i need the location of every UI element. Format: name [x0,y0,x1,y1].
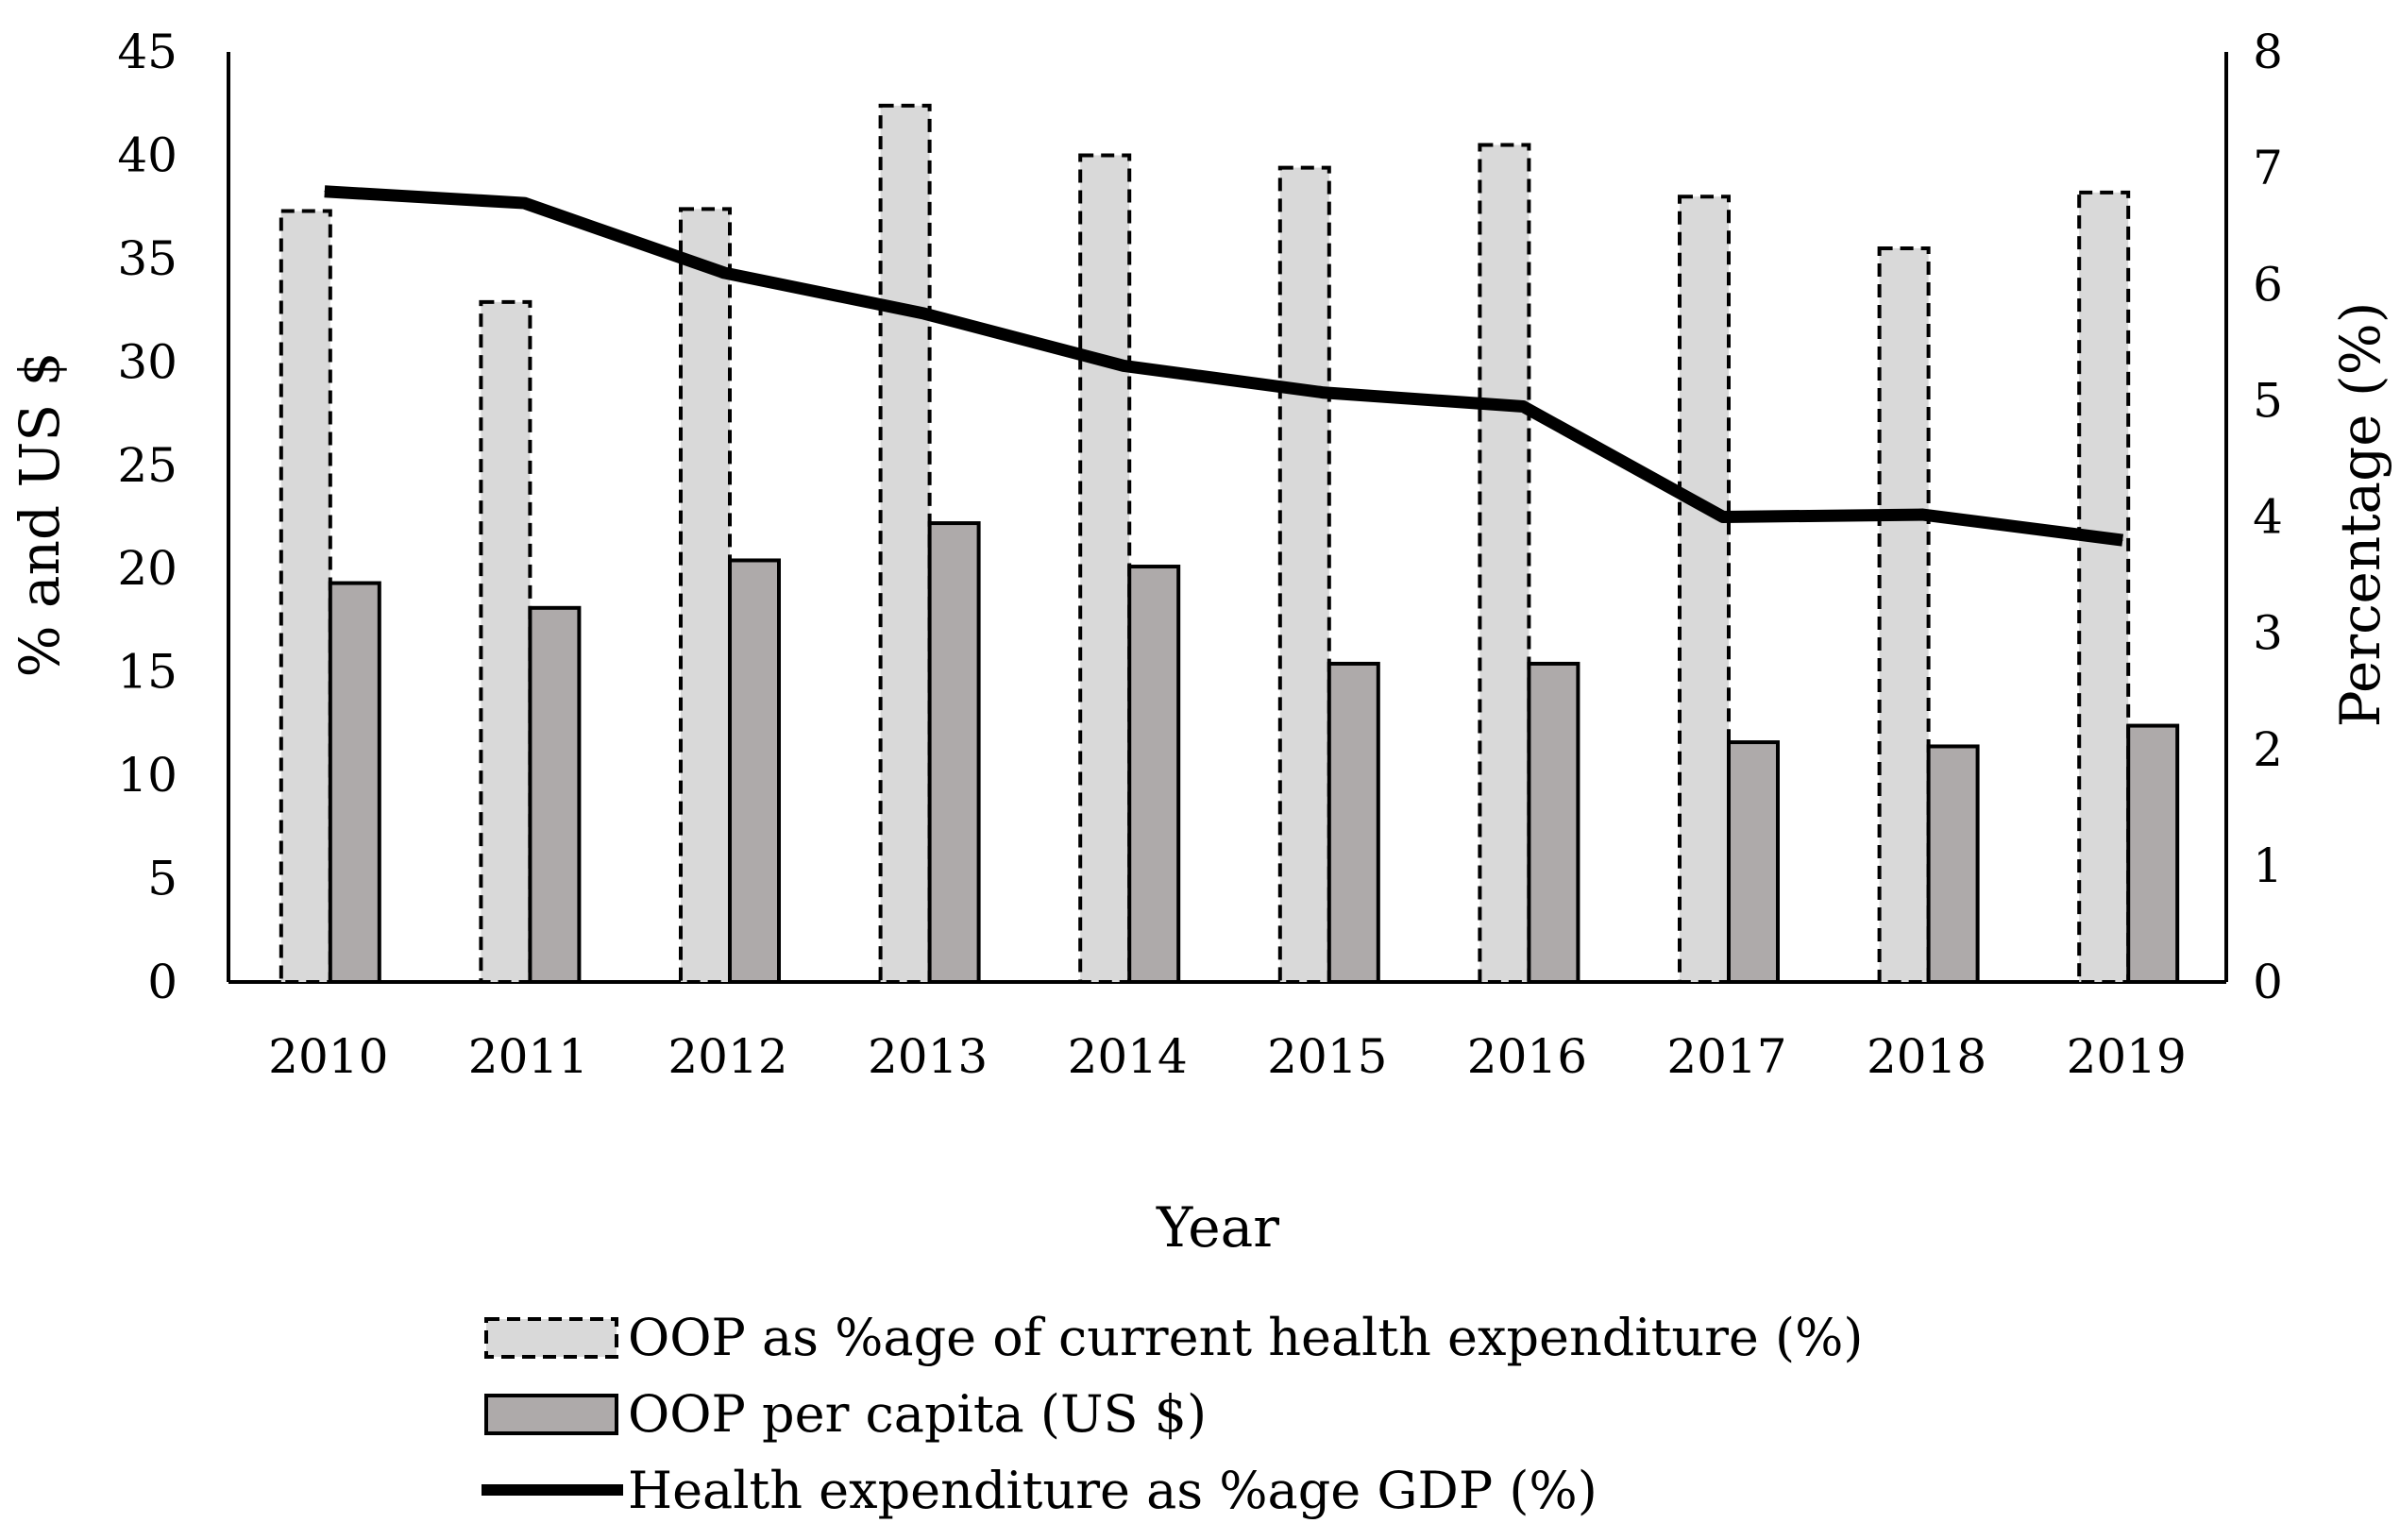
bar-oop-per-capita-2018 [1926,744,1980,985]
bar-oop-per-capita-2019 [2126,723,2180,984]
legend-swatch-oop-share [484,1317,618,1359]
y2-axis-title: Percentage (%) [2328,302,2392,728]
bar-oop-share-2019 [2077,190,2131,985]
y2-tick-label: 6 [2253,257,2283,312]
point-health-expenditure-2010 [324,191,326,193]
y-tick-label: 45 [117,25,177,79]
y2-tick-label: 3 [2253,606,2283,661]
x-tick-label: 2015 [1267,1029,1387,1084]
y2-tick-label: 2 [2253,722,2283,777]
bar-oop-share-2012 [679,207,732,985]
x-tick-label: 2011 [468,1029,588,1084]
bar-oop-share-2018 [1877,245,1931,984]
y2-tick-label: 8 [2253,25,2283,79]
x-tick-label: 2014 [1068,1029,1188,1084]
bar-oop-share-2017 [1678,195,1731,984]
x-tick-label: 2016 [1467,1029,1587,1084]
y2-tick-label: 0 [2253,955,2283,1009]
y-tick-label: 25 [117,438,177,493]
y-tick-label: 30 [117,334,177,389]
y-tick-label: 10 [117,748,177,803]
bar-oop-share-2016 [1478,143,1531,984]
bar-oop-share-2013 [878,103,932,984]
y-tick-label: 15 [117,645,177,700]
legend: OOP as %age of current health expenditur… [482,1308,1863,1520]
x-tick-label: 2010 [268,1029,388,1084]
y-tick-label: 40 [117,127,177,182]
y-tick-label: 0 [147,955,177,1009]
y2-tick-label: 5 [2253,373,2283,428]
bar-oop-share-2010 [279,209,332,985]
bar-oop-per-capita-2012 [728,558,781,984]
point-health-expenditure-2016 [1522,406,1524,408]
y-tick-label: 5 [147,852,177,906]
bar-oop-per-capita-2014 [1127,565,1181,984]
bar-oop-per-capita-2016 [1527,661,1580,985]
legend-label-health-expenditure: Health expenditure as %age GDP (%) [628,1461,1597,1520]
bars-group [279,103,2180,985]
x-tick-label: 2013 [868,1029,988,1084]
bar-oop-share-2011 [479,299,532,985]
y2-tick-label: 7 [2253,141,2283,195]
x-tick-label: 2012 [668,1029,787,1084]
bar-oop-per-capita-2011 [528,605,582,984]
line-series-group [324,185,2124,547]
bar-oop-share-2014 [1078,153,1132,984]
point-health-expenditure-2019 [2121,539,2123,541]
point-health-expenditure-2017 [1722,516,1724,517]
point-health-expenditure-2018 [1922,514,1924,516]
y-axis-title: % and US $ [8,352,72,678]
bar-oop-share-2015 [1277,165,1331,985]
bar-oop-per-capita-2015 [1327,661,1380,985]
bar-oop-per-capita-2017 [1727,740,1780,984]
y2-tick-label: 1 [2253,838,2283,893]
y2-tick-label: 4 [2253,490,2283,545]
x-tick-label: 2018 [1867,1029,1986,1084]
legend-swatch-oop-per-capita [484,1394,618,1435]
bar-oop-per-capita-2013 [927,521,981,984]
x-tick-label: 2017 [1666,1029,1786,1084]
point-health-expenditure-2011 [523,202,525,204]
point-health-expenditure-2013 [923,313,925,314]
bar-oop-per-capita-2010 [328,581,381,984]
point-health-expenditure-2012 [723,272,725,274]
x-axis-title: Year [1156,1195,1279,1260]
line-health-expenditure [324,185,2124,547]
y-tick-label: 20 [117,541,177,596]
y-tick-label: 35 [117,231,177,286]
legend-label-oop-share: OOP as %age of current health expenditur… [628,1308,1863,1367]
legend-label-oop-per-capita: OOP per capita (US $) [628,1384,1207,1444]
x-tick-label: 2019 [2067,1029,2187,1084]
point-health-expenditure-2015 [1323,392,1325,394]
